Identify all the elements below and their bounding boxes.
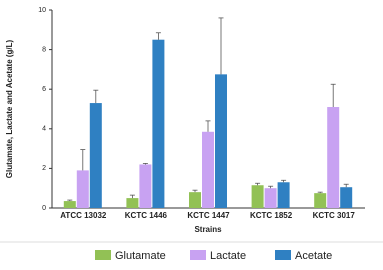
legend-label: Acetate bbox=[295, 250, 332, 262]
error-bar bbox=[317, 191, 323, 194]
legend-swatch bbox=[95, 250, 111, 260]
legend-label: Glutamate bbox=[115, 250, 166, 262]
bar bbox=[152, 39, 165, 209]
bar bbox=[264, 188, 277, 208]
error-bar bbox=[281, 179, 287, 183]
legend-swatch bbox=[190, 250, 206, 260]
error-bar bbox=[80, 149, 86, 171]
x-tick-label: KCTC 1446 bbox=[125, 211, 168, 220]
bar bbox=[63, 201, 76, 208]
y-tick-label: 0 bbox=[42, 205, 46, 212]
x-tick-label: KCTC 1852 bbox=[250, 211, 293, 220]
error-bar bbox=[343, 183, 349, 188]
error-bar bbox=[330, 83, 336, 108]
legend-label: Lactate bbox=[210, 250, 246, 262]
bar bbox=[251, 185, 264, 208]
y-tick-label: 4 bbox=[42, 126, 46, 133]
y-axis-label: Glutamate, Lactate and Acetate (g/L) bbox=[5, 39, 14, 178]
error-bar bbox=[192, 189, 198, 193]
error-bar bbox=[142, 163, 148, 165]
legend-swatch bbox=[275, 250, 291, 260]
y-tick-label: 8 bbox=[42, 46, 46, 53]
bar bbox=[327, 107, 340, 208]
error-bar bbox=[67, 199, 73, 202]
bar bbox=[202, 131, 214, 208]
x-axis-label: Strains bbox=[194, 225, 222, 234]
error-bar bbox=[205, 120, 211, 132]
bar bbox=[189, 192, 201, 208]
x-tick-label: KCTC 1447 bbox=[187, 211, 230, 220]
bar bbox=[340, 187, 353, 208]
y-tick-label: 10 bbox=[38, 7, 46, 14]
bar bbox=[139, 164, 152, 208]
error-bar bbox=[93, 89, 99, 104]
bar bbox=[126, 198, 139, 208]
bar bbox=[89, 103, 102, 208]
error-bar bbox=[218, 17, 224, 75]
error-bar bbox=[155, 32, 161, 40]
y-tick-label: 2 bbox=[42, 165, 46, 172]
error-bar bbox=[268, 185, 274, 189]
bar bbox=[215, 74, 227, 208]
error-bar bbox=[255, 182, 261, 186]
x-tick-label: KCTC 3017 bbox=[313, 211, 356, 220]
x-tick-label: ATCC 13032 bbox=[60, 211, 107, 220]
bar bbox=[76, 170, 89, 208]
bar bbox=[314, 193, 327, 208]
error-bar bbox=[129, 194, 135, 199]
bar bbox=[277, 182, 290, 208]
y-tick-label: 6 bbox=[42, 86, 46, 93]
